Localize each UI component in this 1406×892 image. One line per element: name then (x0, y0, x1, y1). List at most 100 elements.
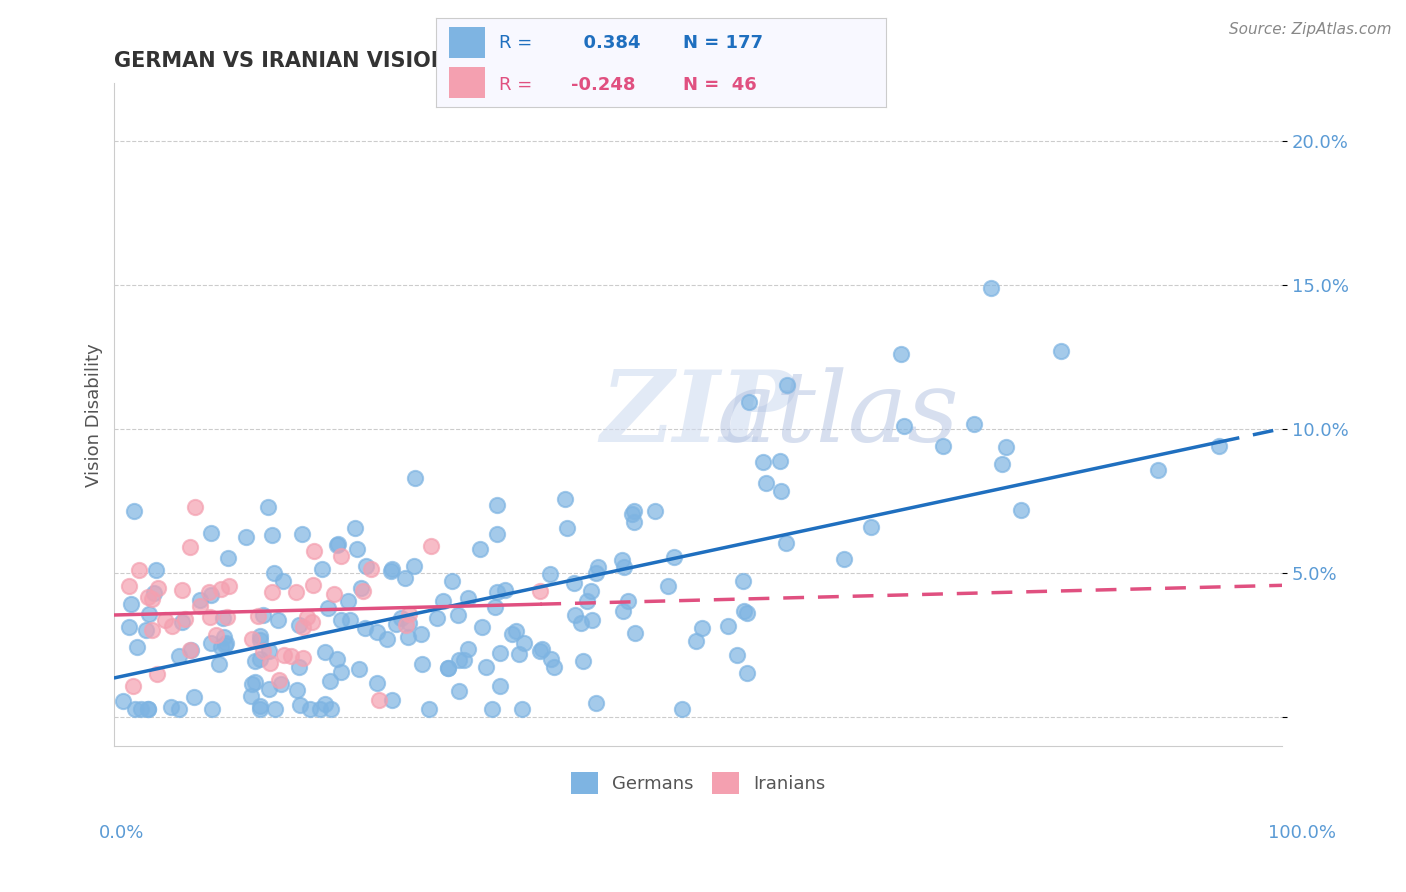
Point (153, 613, 176, 627)
Point (621, 507, 644, 521)
Point (183, 690, 205, 704)
Point (512, 636, 534, 650)
Point (215, 636, 238, 650)
Point (326, 539, 349, 553)
Point (662, 549, 685, 564)
Point (209, 582, 232, 597)
Point (453, 652, 475, 666)
Point (287, 660, 309, 674)
Point (418, 701, 440, 715)
Point (235, 530, 257, 544)
Point (257, 644, 280, 658)
Point (860, 520, 883, 534)
Point (259, 681, 281, 696)
Point (215, 610, 238, 624)
Point (267, 673, 290, 688)
Point (136, 591, 159, 605)
Text: atlas: atlas (717, 367, 960, 462)
Point (267, 613, 290, 627)
Point (381, 692, 404, 706)
Point (644, 504, 666, 518)
Point (295, 610, 318, 624)
Point (146, 666, 169, 681)
Point (217, 551, 239, 566)
FancyBboxPatch shape (450, 67, 485, 98)
Text: N = 177: N = 177 (683, 34, 763, 52)
Point (489, 679, 512, 693)
Point (770, 483, 793, 498)
Point (366, 675, 388, 690)
Point (249, 701, 271, 715)
Point (404, 470, 426, 484)
Point (160, 619, 183, 633)
Point (394, 571, 416, 585)
Point (468, 541, 491, 556)
Point (330, 613, 353, 627)
Point (135, 623, 157, 637)
Point (396, 630, 419, 644)
Point (172, 615, 194, 629)
Point (218, 578, 240, 592)
Point (623, 504, 645, 518)
Point (890, 346, 912, 360)
Point (129, 701, 152, 715)
Point (471, 620, 494, 634)
Point (280, 648, 302, 663)
Point (501, 626, 523, 640)
Point (311, 562, 333, 576)
Point (731, 574, 754, 588)
Point (980, 281, 1002, 295)
Point (316, 601, 339, 615)
Point (624, 625, 647, 640)
Point (188, 593, 211, 607)
Point (252, 643, 274, 657)
Point (717, 619, 740, 633)
Point (555, 521, 578, 535)
Point (180, 642, 202, 657)
Point (585, 566, 607, 580)
Point (437, 660, 460, 674)
Point (198, 584, 221, 599)
Point (610, 553, 633, 567)
Point (449, 653, 471, 667)
Point (360, 562, 382, 576)
Point (179, 540, 201, 554)
Point (179, 643, 201, 657)
Point (298, 701, 321, 715)
Point (200, 526, 222, 541)
Point (256, 500, 278, 515)
Point (725, 648, 748, 662)
Point (142, 586, 165, 600)
Point (751, 455, 773, 469)
Point (1050, 343, 1073, 358)
Point (494, 582, 516, 597)
Point (314, 645, 336, 659)
Point (209, 640, 232, 654)
Point (538, 567, 561, 582)
Text: Source: ZipAtlas.com: Source: ZipAtlas.com (1229, 22, 1392, 37)
Point (204, 628, 226, 642)
Point (339, 613, 361, 627)
Point (489, 646, 512, 660)
Point (398, 616, 420, 631)
Point (893, 419, 915, 434)
Point (540, 651, 562, 665)
Point (485, 527, 508, 541)
Point (141, 623, 163, 637)
Point (576, 594, 599, 608)
Point (543, 660, 565, 674)
Point (124, 504, 146, 518)
Point (288, 698, 311, 713)
Point (214, 638, 236, 652)
Point (308, 701, 330, 715)
Point (326, 652, 349, 666)
Point (121, 597, 143, 611)
Point (395, 618, 418, 632)
Point (201, 701, 224, 715)
Point (167, 701, 190, 715)
Point (292, 650, 315, 665)
Point (160, 699, 183, 714)
Point (586, 560, 609, 574)
Point (146, 581, 169, 595)
Point (612, 604, 634, 618)
